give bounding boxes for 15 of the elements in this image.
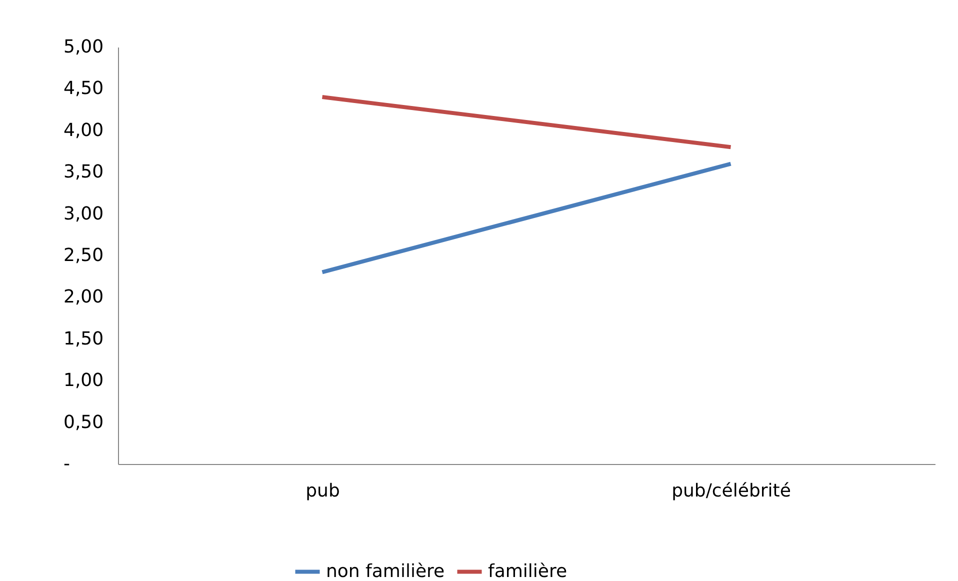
x-tick-label: pub [306,480,340,502]
y-tick-label: 3,50 [64,162,104,183]
y-tick-label: 1,50 [64,328,104,350]
y-tick-label: 0,50 [64,412,104,433]
y-tick-label: 1,00 [64,370,104,392]
legend-label: familière [488,560,568,581]
y-tick-label: 4,00 [64,120,104,141]
x-tick-label: pub/célébrité [672,480,791,502]
y-tick-label: 3,00 [64,203,104,224]
y-tick-label: 2,00 [64,286,104,308]
y-tick-label: 5,00 [64,36,104,58]
y-tick-label: 2,50 [64,245,104,266]
y-tick-label: 4,50 [64,78,104,100]
legend-label: non familière [326,560,445,581]
y-tick-label: - [64,454,70,474]
